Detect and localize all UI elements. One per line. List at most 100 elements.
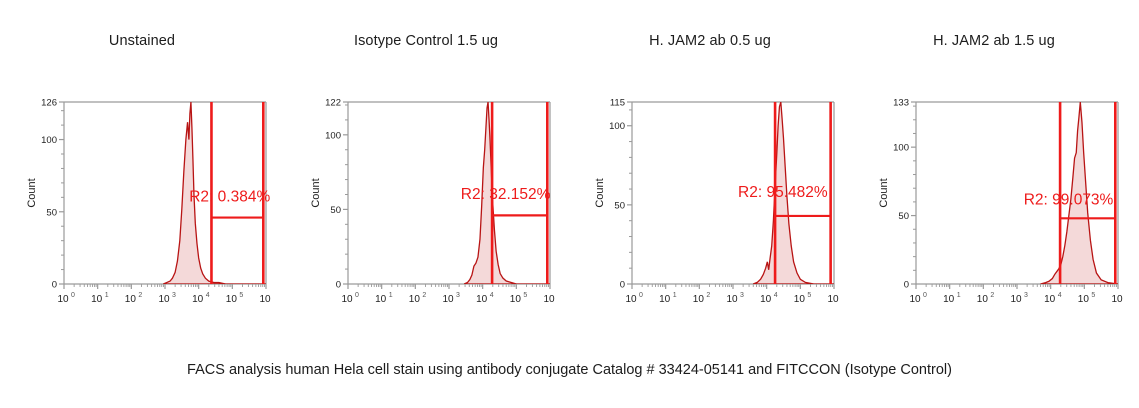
x-tick-label: 10 bbox=[543, 294, 555, 305]
x-tick-label: 10 bbox=[341, 294, 353, 305]
x-tick-exponent: 5 bbox=[523, 292, 527, 299]
x-tick-exponent: 3 bbox=[172, 292, 176, 299]
histogram-svg: 050100126Count100101102103104105106R2: 0… bbox=[26, 98, 271, 306]
gate-r2[interactable] bbox=[1058, 102, 1117, 284]
histogram-svg: 050100122Count100101102103104105106R2: 3… bbox=[310, 98, 555, 306]
x-axis: 100101102103104105106 bbox=[625, 284, 839, 305]
x-tick-exponent: 1 bbox=[673, 292, 677, 299]
x-tick-label: 10 bbox=[259, 294, 271, 305]
histogram-trace bbox=[163, 102, 266, 284]
x-tick-label: 10 bbox=[909, 294, 921, 305]
gate-percent-label: R2: 32.152% bbox=[461, 186, 551, 203]
gate-r2[interactable] bbox=[773, 102, 832, 284]
panel-title: Unstained bbox=[108, 33, 176, 49]
x-tick-label: 10 bbox=[91, 294, 103, 305]
x-tick-exponent: 2 bbox=[138, 292, 142, 299]
y-tick-label: 50 bbox=[330, 205, 341, 216]
x-axis: 100101102103104105106 bbox=[909, 284, 1123, 305]
histogram-svg: 050100115Count100101102103104105106R2: 9… bbox=[594, 98, 839, 306]
y-axis: 0 50 100 133 bbox=[893, 98, 916, 291]
x-tick-exponent: 2 bbox=[706, 292, 710, 299]
y-axis-label: Count bbox=[26, 178, 38, 207]
y-tick-label: 100 bbox=[325, 130, 341, 141]
gate-percent-label: R2: 0.384% bbox=[189, 189, 270, 206]
y-axis: 0 50 100 115 bbox=[609, 98, 632, 291]
y-axis-label: Count bbox=[878, 178, 890, 207]
y-tick-label: 0 bbox=[52, 280, 57, 291]
x-tick-label: 10 bbox=[625, 294, 637, 305]
x-tick-exponent: 3 bbox=[1024, 292, 1028, 299]
x-tick-label: 10 bbox=[1078, 294, 1090, 305]
histogram-fill bbox=[163, 102, 266, 284]
x-tick-exponent: 3 bbox=[740, 292, 744, 299]
panel-title: H. JAM2 ab 1.5 ug bbox=[933, 33, 1055, 49]
x-tick-exponent: 0 bbox=[71, 292, 75, 299]
x-tick-exponent: 5 bbox=[1091, 292, 1095, 299]
x-tick-exponent: 0 bbox=[355, 292, 359, 299]
x-tick-label: 10 bbox=[409, 294, 421, 305]
histogram-plot[interactable]: 050100133Count100101102103104105106R2: 9… bbox=[876, 96, 1124, 322]
y-tick-label: 0 bbox=[620, 280, 625, 291]
histogram-plot[interactable]: 050100126Count100101102103104105106R2: 0… bbox=[24, 96, 272, 322]
x-tick-exponent: 1 bbox=[957, 292, 961, 299]
x-tick-exponent: 0 bbox=[639, 292, 643, 299]
y-axis-label: Count bbox=[310, 178, 322, 207]
y-tick-label: 100 bbox=[893, 143, 909, 154]
gate-percent-label: R2: 95.482% bbox=[738, 184, 828, 201]
y-axis-label: Count bbox=[594, 178, 606, 207]
x-tick-label: 10 bbox=[794, 294, 806, 305]
histogram-plot[interactable]: 050100122Count100101102103104105106R2: 3… bbox=[308, 96, 556, 322]
x-tick-label: 10 bbox=[57, 294, 69, 305]
facs-panel-jam2-05ug: H. JAM2 ab 0.5 ug 0 50 100 115 Count 10 0 10 1 10… bbox=[568, 0, 852, 340]
x-tick-label: 10 bbox=[158, 294, 170, 305]
x-tick-label: 10 bbox=[943, 294, 955, 305]
y-axis: 0 50 100 122 bbox=[325, 98, 348, 291]
y-tick-label: 133 bbox=[893, 98, 909, 109]
gate-percent-label: R2: 99.073% bbox=[1024, 192, 1114, 209]
histogram-plot[interactable]: 050100115Count100101102103104105106R2: 9… bbox=[592, 96, 840, 322]
x-tick-exponent: 1 bbox=[105, 292, 109, 299]
y-tick-label: 126 bbox=[41, 98, 57, 109]
x-axis: 100101102103104105106 bbox=[57, 284, 271, 305]
x-tick-label: 10 bbox=[476, 294, 488, 305]
histogram-fill bbox=[1040, 102, 1118, 284]
x-tick-exponent: 2 bbox=[990, 292, 994, 299]
x-tick-exponent: 0 bbox=[923, 292, 927, 299]
histogram-fill bbox=[464, 102, 550, 284]
x-tick-label: 10 bbox=[226, 294, 238, 305]
gate-r2[interactable] bbox=[210, 102, 265, 284]
panel-title: Isotype Control 1.5 ug bbox=[353, 33, 499, 49]
x-tick-label: 10 bbox=[693, 294, 705, 305]
facs-panel-jam2-15ug: H. JAM2 ab 1.5 ug 0 50 100 133 Count 10 0 10 1 10… bbox=[852, 0, 1136, 340]
y-tick-label: 0 bbox=[336, 280, 341, 291]
x-tick-label: 10 bbox=[827, 294, 839, 305]
y-tick-label: 50 bbox=[898, 211, 909, 222]
facs-panel-isotype-control: Isotype Control 1.5 ug 0 50 100 122 Count 10 0… bbox=[284, 0, 568, 340]
histogram-trace bbox=[463, 102, 550, 284]
y-tick-label: 122 bbox=[325, 98, 341, 109]
x-tick-label: 10 bbox=[1044, 294, 1056, 305]
x-tick-label: 10 bbox=[442, 294, 454, 305]
panel-title: H. JAM2 ab 0.5 ug bbox=[649, 33, 771, 49]
x-tick-exponent: 3 bbox=[456, 292, 460, 299]
x-tick-label: 10 bbox=[659, 294, 671, 305]
x-axis: 100101102103104105106 bbox=[341, 284, 555, 305]
gate-r2[interactable] bbox=[490, 102, 549, 284]
x-tick-label: 10 bbox=[1111, 294, 1123, 305]
x-tick-exponent: 2 bbox=[422, 292, 426, 299]
x-tick-exponent: 4 bbox=[1058, 292, 1062, 299]
histogram-svg: 050100133Count100101102103104105106R2: 9… bbox=[878, 98, 1123, 306]
facs-panel-unstained: Unstained 0 50 100 126 Count 10 0 10 1 10 2 10 3 10 4 1… bbox=[0, 0, 284, 340]
histogram-trace bbox=[1040, 102, 1118, 284]
x-tick-label: 10 bbox=[977, 294, 989, 305]
x-tick-exponent: 4 bbox=[490, 292, 494, 299]
y-tick-label: 50 bbox=[614, 200, 625, 211]
y-tick-label: 0 bbox=[904, 280, 909, 291]
x-tick-exponent: 4 bbox=[206, 292, 210, 299]
panel-row: Unstained 0 50 100 126 Count 10 0 10 1 10 2 10 3 10 4 1… bbox=[0, 0, 1136, 340]
x-tick-label: 10 bbox=[192, 294, 204, 305]
x-tick-label: 10 bbox=[760, 294, 772, 305]
histogram-trace bbox=[752, 102, 834, 284]
y-tick-label: 115 bbox=[610, 98, 625, 109]
